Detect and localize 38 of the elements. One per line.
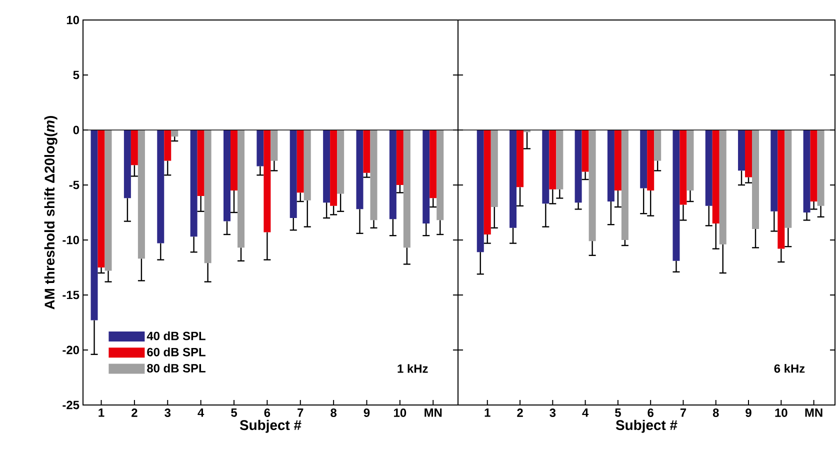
x-tick-label: 8 bbox=[712, 408, 719, 417]
x-tick-label: 9 bbox=[364, 408, 370, 417]
annotation: 1 kHz bbox=[398, 364, 428, 373]
y-axis-title: AM threshold shift Δ20log(m) bbox=[44, 116, 58, 310]
legend-label: 40 dB SPL bbox=[146, 331, 206, 340]
x-tick-label: 7 bbox=[298, 408, 304, 417]
x-tick-label: MN bbox=[424, 408, 442, 417]
x-tick-label: 5 bbox=[615, 408, 621, 417]
y-tick-label: -5 bbox=[69, 180, 80, 190]
x-tick-label: 7 bbox=[680, 408, 686, 417]
y-tick-label: -20 bbox=[62, 346, 79, 354]
y-tick-label: -25 bbox=[62, 400, 80, 410]
x-tick-label: 2 bbox=[132, 408, 138, 417]
x-tick-label: 1 bbox=[98, 408, 104, 417]
x-axis-title: Subject # bbox=[616, 420, 678, 433]
x-tick-label: 6 bbox=[648, 408, 654, 417]
y-tick-label: 5 bbox=[73, 70, 80, 80]
y-tick-label: 10 bbox=[66, 16, 79, 24]
x-tick-label: 2 bbox=[517, 408, 523, 417]
x-tick-label: 6 bbox=[264, 408, 270, 417]
x-tick-label: 8 bbox=[330, 408, 337, 417]
legend-label: 80 dB SPL bbox=[147, 364, 206, 372]
x-axis-title: Subject # bbox=[240, 420, 302, 433]
x-tick-label: 4 bbox=[582, 408, 589, 417]
x-tick-label: 1 bbox=[484, 408, 490, 417]
x-tick-label: 10 bbox=[394, 408, 406, 417]
y-tick-label: 0 bbox=[73, 126, 79, 134]
annotation: 6 kHz bbox=[774, 364, 805, 373]
x-tick-label: 10 bbox=[775, 408, 788, 417]
y-tick-label: -15 bbox=[62, 290, 80, 300]
x-tick-label: 9 bbox=[746, 408, 752, 417]
y-tick-label: -10 bbox=[62, 236, 79, 244]
x-tick-label: 4 bbox=[198, 408, 204, 417]
x-tick-label: MN bbox=[805, 408, 822, 417]
legend-label: 60 dB SPL bbox=[147, 348, 206, 356]
x-tick-label: 3 bbox=[164, 408, 171, 417]
x-tick-label: 5 bbox=[231, 408, 237, 417]
x-tick-label: 3 bbox=[550, 408, 556, 417]
